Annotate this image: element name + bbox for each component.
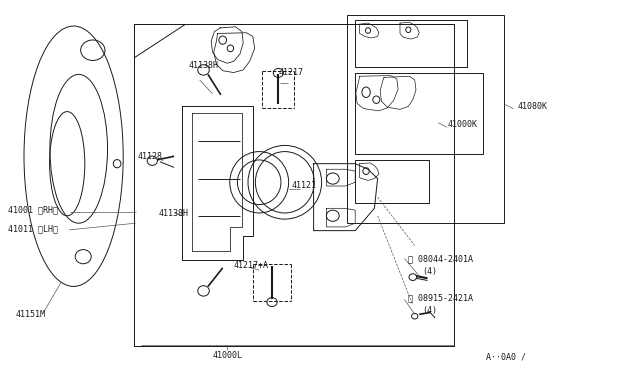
Text: 41001 〈RH〉: 41001 〈RH〉 — [8, 206, 58, 215]
Text: 41011 〈LH〉: 41011 〈LH〉 — [8, 224, 58, 233]
Ellipse shape — [113, 160, 121, 168]
Text: 41151M: 41151M — [16, 310, 46, 319]
Bar — [355, 20, 467, 67]
Text: Ⓑ 08044-2401A: Ⓑ 08044-2401A — [408, 254, 474, 263]
Bar — [134, 24, 454, 346]
Text: 41080K: 41080K — [517, 102, 547, 110]
Text: (4): (4) — [422, 267, 437, 276]
Ellipse shape — [50, 74, 108, 223]
Text: (4): (4) — [422, 306, 437, 315]
Text: 41128: 41128 — [138, 152, 163, 161]
Bar — [355, 160, 429, 203]
Text: 41217: 41217 — [278, 68, 303, 77]
Text: 41000K: 41000K — [448, 120, 478, 129]
Text: 41000L: 41000L — [212, 351, 242, 360]
Text: 41121: 41121 — [291, 182, 316, 190]
Bar — [347, 15, 504, 223]
Bar — [355, 73, 483, 154]
Text: 41217+A: 41217+A — [234, 262, 269, 270]
Text: 41138H: 41138H — [159, 209, 189, 218]
Text: Ⓦ 08915-2421A: Ⓦ 08915-2421A — [408, 293, 474, 302]
Text: A··0A0 /: A··0A0 / — [486, 353, 526, 362]
Text: 41138H: 41138H — [189, 61, 219, 70]
